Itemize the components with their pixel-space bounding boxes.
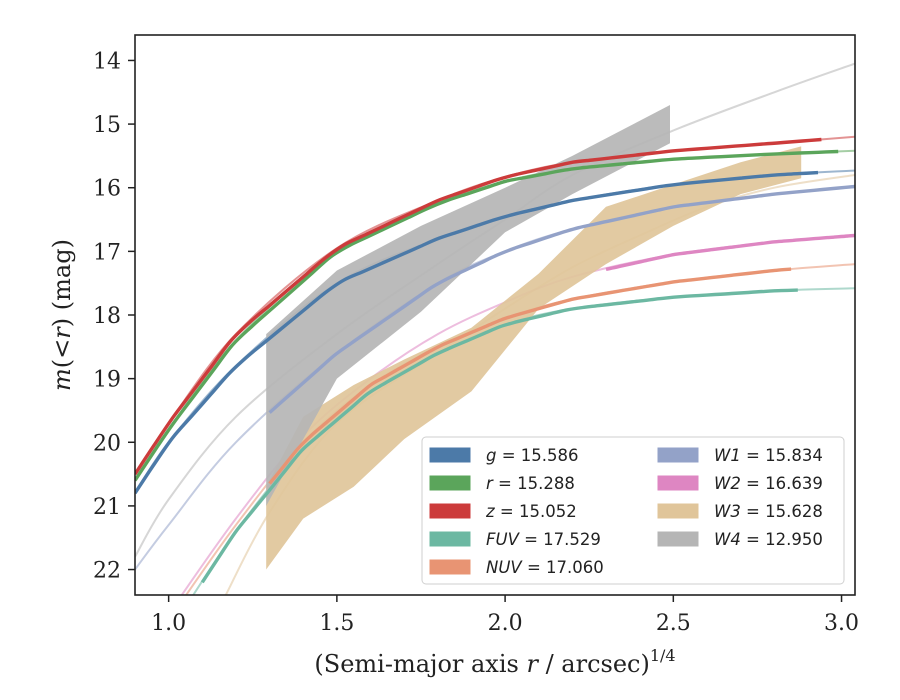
- y-tick-label: 22: [93, 559, 121, 584]
- series-w1-measured-curve: [268, 184, 855, 414]
- x-tick-label: 3.0: [824, 611, 859, 636]
- series-fuv-measured-curve: [200, 288, 798, 584]
- legend-label: g = 15.586: [486, 446, 579, 465]
- legend-swatch: [429, 531, 471, 547]
- legend-swatch: [657, 503, 699, 519]
- series-z-measured-curve: [135, 137, 822, 476]
- y-tick-label: 14: [93, 49, 121, 74]
- legend-swatch: [657, 531, 699, 547]
- legend-swatch: [657, 475, 699, 491]
- legend-item-w2: W2 = 16.639: [657, 474, 823, 493]
- y-tick-label: 18: [93, 304, 121, 329]
- legend-item-r: r = 15.288: [429, 474, 575, 493]
- y-axis-label: m(<r) (mag): [48, 239, 76, 391]
- y-tick-label: 16: [93, 177, 121, 202]
- legend-label: W4 = 12.950: [714, 530, 823, 549]
- legend-label: W3 = 15.628: [714, 502, 823, 521]
- legend-swatch: [429, 447, 471, 463]
- series-w2-measured-curve: [605, 233, 855, 272]
- legend-swatch: [429, 503, 471, 519]
- legend-item-nuv: NUV = 17.060: [429, 558, 604, 577]
- legend-swatch: [657, 447, 699, 463]
- x-axis-ticks: 1.0 1.5 2.0 2.5 3.0: [151, 595, 859, 636]
- legend-item-z: z = 15.052: [429, 502, 577, 521]
- x-axis-label-exponent: 1/4: [650, 646, 676, 665]
- y-tick-label: 15: [93, 113, 121, 138]
- legend-item-g: g = 15.586: [429, 446, 579, 465]
- series-w4-band: [266, 105, 670, 506]
- legend-label: W2 = 16.639: [714, 474, 823, 493]
- x-tick-label: 2.0: [488, 611, 523, 636]
- legend-item-w3: W3 = 15.628: [657, 502, 823, 521]
- legend-label: z = 15.052: [485, 502, 577, 521]
- series-g-measured-curve: [135, 170, 819, 495]
- y-tick-label: 19: [93, 368, 121, 393]
- legend: g = 15.586 r = 15.288 z = 15.052 FUV = 17.5…: [421, 436, 845, 585]
- legend-item-w1: W1 = 15.834: [657, 446, 823, 465]
- x-tick-label: 2.5: [656, 611, 691, 636]
- legend-label: W1 = 15.834: [714, 446, 823, 465]
- y-tick-label: 17: [93, 240, 121, 265]
- x-tick-label: 1.0: [151, 611, 186, 636]
- y-tick-label: 20: [93, 431, 121, 456]
- series-r-measured-curve: [135, 149, 839, 482]
- y-tick-label: 21: [93, 495, 121, 520]
- legend-box: [421, 436, 845, 585]
- legend-item-fuv: FUV = 17.529: [429, 530, 601, 549]
- legend-label: r = 15.288: [486, 474, 575, 493]
- legend-swatch: [429, 559, 471, 575]
- series-layer: [135, 62, 855, 595]
- series-w3-band: [266, 146, 802, 570]
- legend-swatch: [429, 475, 471, 491]
- legend-label: NUV = 17.060: [486, 558, 604, 577]
- x-tick-label: 1.5: [319, 611, 354, 636]
- legend-item-w4: W4 = 12.950: [657, 530, 823, 549]
- x-axis-label: (Semi-major axis r / arcsec)1/4: [314, 646, 675, 678]
- legend-label: FUV = 17.529: [486, 530, 601, 549]
- series-nuv-measured-curve: [268, 267, 792, 485]
- y-axis-ticks: 14 15 16 17 18 19 20 21 22: [93, 49, 135, 584]
